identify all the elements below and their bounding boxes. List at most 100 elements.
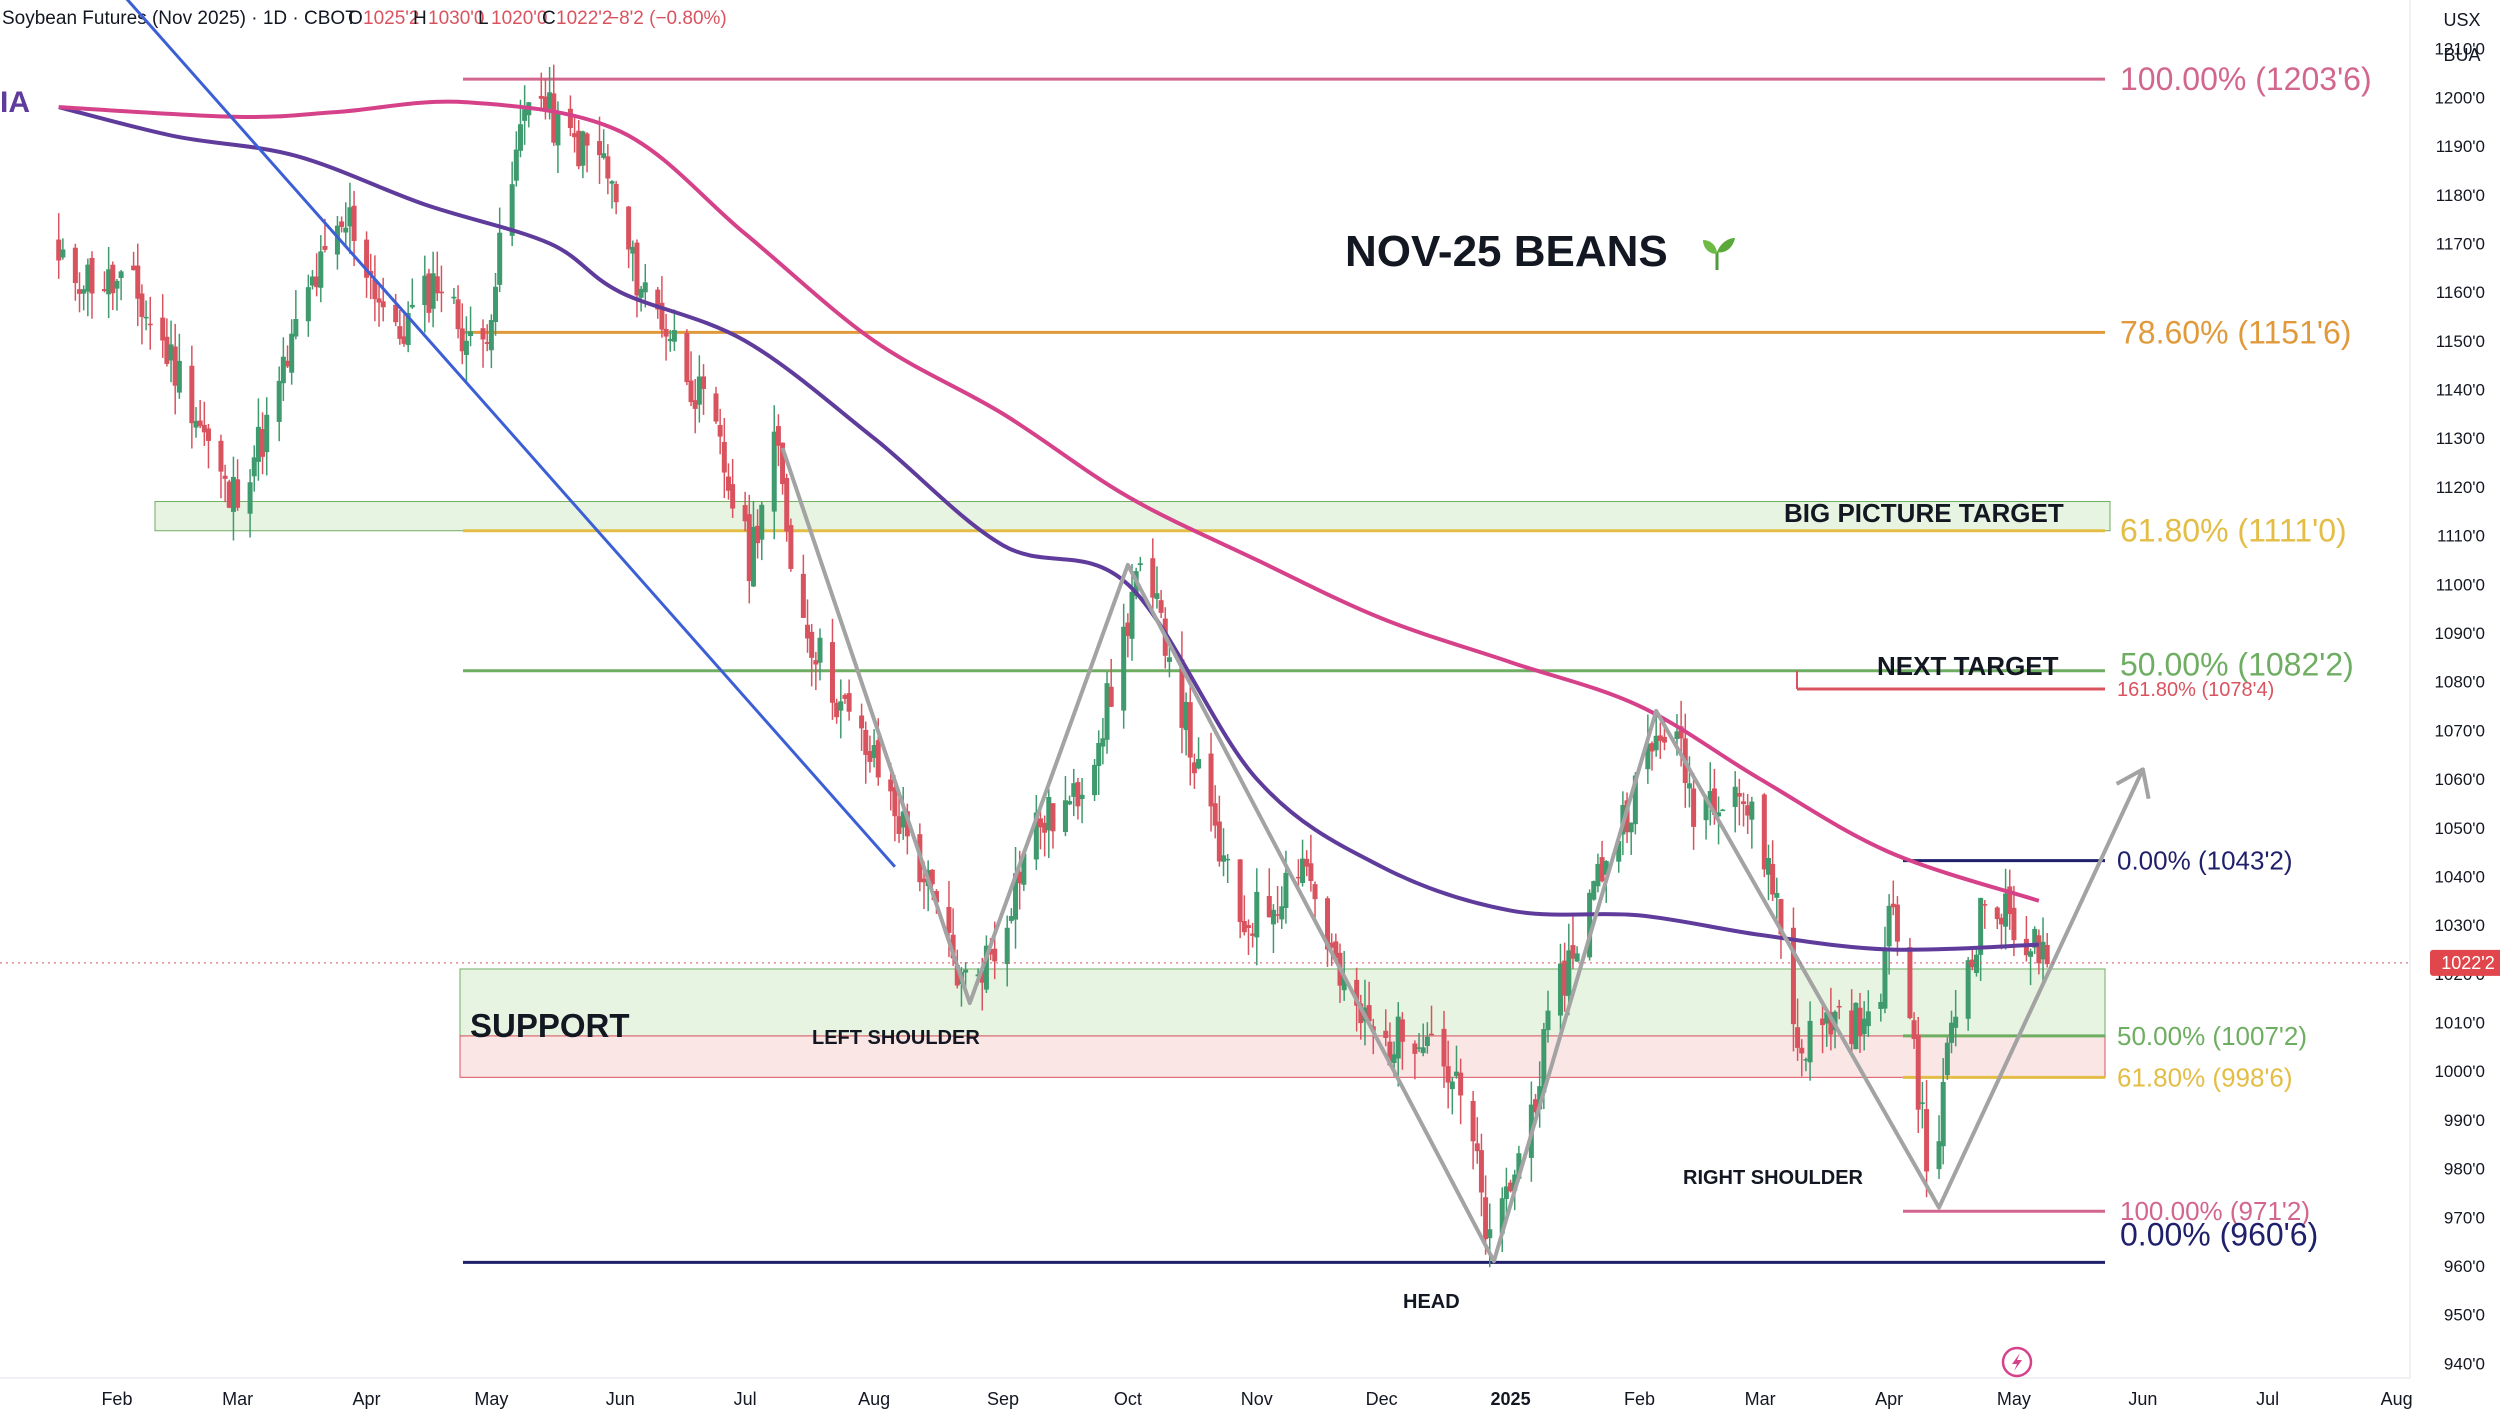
candle-up — [1732, 786, 1738, 807]
candle-down — [1399, 1019, 1405, 1042]
price-tick-label: 1050'0 — [2434, 819, 2485, 838]
moving-average-pink[interactable] — [58, 99, 2040, 903]
candle-up — [580, 131, 586, 166]
candle-down — [459, 328, 465, 352]
price-tick-label: 1000'0 — [2434, 1062, 2485, 1081]
price-tick-label: 950'0 — [2444, 1306, 2485, 1325]
candle-down — [1820, 1018, 1826, 1026]
downtrend-line[interactable] — [59, 0, 897, 868]
support-label: SUPPORT — [470, 1007, 630, 1044]
candle-down — [1150, 558, 1156, 598]
fib-level-label: 78.60% (1151'6) — [2120, 314, 2351, 350]
candle-down — [222, 475, 228, 479]
candle-up — [1716, 812, 1722, 817]
price-tick-label: 1140'0 — [2436, 381, 2485, 400]
candle-down — [721, 441, 727, 473]
candle-down — [921, 878, 927, 883]
time-tick-label: May — [474, 1389, 508, 1409]
price-tick-label: 1110'0 — [2437, 527, 2485, 546]
candle-down — [846, 693, 852, 712]
candle-up — [1395, 1016, 1401, 1059]
time-axis[interactable]: Feb Mar Apr May Jun Jul Aug Sep Oct Nov Dec 2025 Feb… — [0, 1377, 2413, 1409]
candle-up — [1653, 735, 1659, 751]
candle-up — [497, 232, 503, 285]
candle-down — [426, 273, 432, 313]
candle-up — [1013, 873, 1019, 920]
time-tick-label: Apr — [353, 1389, 381, 1409]
candle-up — [1225, 858, 1231, 861]
candle-down — [626, 206, 632, 250]
candle-up — [1104, 683, 1110, 740]
time-tick-label: 2025 — [1491, 1389, 1531, 1409]
candle-up — [1886, 905, 1892, 947]
lightning-icon[interactable] — [2001, 1346, 2033, 1378]
candle-down — [1911, 1020, 1917, 1040]
candle-down — [1795, 1027, 1801, 1048]
candle-down — [784, 477, 790, 532]
candle-up — [1632, 775, 1638, 825]
candle-up — [2028, 951, 2034, 957]
candle-down — [1741, 801, 1747, 805]
candle-up — [1557, 963, 1563, 1016]
price-tick-label: 1040'0 — [2434, 867, 2485, 886]
candle-up — [343, 227, 349, 233]
candle-up — [81, 289, 87, 294]
candle-up — [1424, 1036, 1430, 1047]
candle-down — [1474, 1143, 1480, 1152]
candle-down — [1907, 947, 1913, 1019]
candle-down — [1799, 1047, 1805, 1054]
candle-down — [1037, 818, 1043, 828]
candle-up — [1079, 794, 1085, 800]
candle-down — [867, 751, 873, 762]
candle-up — [1936, 1141, 1942, 1170]
candle-down — [1924, 1109, 1930, 1172]
candle-up — [1033, 812, 1039, 860]
candle-down — [1836, 1005, 1842, 1008]
candle-down — [742, 505, 748, 522]
candle-down — [218, 440, 224, 472]
candle-down — [484, 342, 490, 344]
candle-down — [226, 481, 232, 508]
time-tick-label: Aug — [858, 1389, 890, 1409]
price-tick-label: 1150'0 — [2436, 332, 2485, 351]
price-tick-label: 1090'0 — [2434, 624, 2485, 643]
right-shoulder-label: RIGHT SHOULDER — [1683, 1167, 1864, 1189]
candle-down — [372, 279, 378, 300]
price-tick-label: 980'0 — [2444, 1160, 2485, 1179]
candle-down — [1325, 898, 1331, 950]
candle-up — [771, 431, 777, 512]
candle-up — [1953, 1016, 1959, 1028]
candle-down — [1275, 914, 1281, 916]
candle-up — [963, 969, 969, 973]
price-tick-label: 1100'0 — [2436, 575, 2485, 594]
candle-down — [1661, 736, 1667, 743]
candle-up — [305, 287, 311, 322]
candle-up — [1503, 1186, 1509, 1199]
candle-down — [2036, 935, 2042, 964]
candle-down — [746, 514, 752, 582]
moving-average-purple[interactable] — [58, 105, 2039, 952]
price-tick-label: 1010'0 — [2434, 1014, 2485, 1033]
candle-down — [1250, 933, 1256, 936]
candle-up — [817, 637, 823, 663]
price-axis[interactable]: USX BUA 940'0 950'0 960'0 970'0 980'0 990'0 10… — [2409, 0, 2485, 1378]
candle-up — [405, 312, 411, 346]
candle-down — [1894, 904, 1900, 942]
candle-down — [1212, 803, 1218, 826]
price-tick-label: 1120'0 — [2436, 478, 2485, 497]
candle-down — [730, 484, 736, 509]
candle-up — [1121, 626, 1127, 711]
candle-down — [979, 970, 985, 983]
time-tick-label: Mar — [222, 1389, 253, 1409]
candle-down — [888, 779, 894, 792]
projection-arrowhead — [2115, 767, 2151, 800]
candle-up — [671, 330, 677, 342]
candle-down — [929, 869, 935, 885]
time-tick-label: Apr — [1875, 1389, 1903, 1409]
candle-down — [863, 729, 869, 755]
candle-up — [1512, 1174, 1518, 1191]
candle-down — [2007, 886, 2013, 915]
head-and-shoulders-path[interactable] — [780, 447, 2145, 1264]
candle-up — [1154, 593, 1160, 599]
